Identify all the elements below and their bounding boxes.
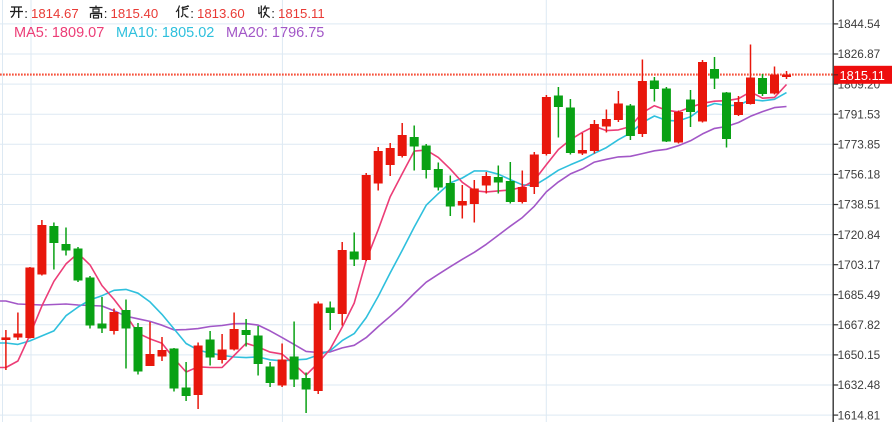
- svg-text:1650.15: 1650.15: [838, 348, 881, 362]
- svg-text:1614.81: 1614.81: [838, 408, 881, 422]
- svg-text:1773.85: 1773.85: [838, 138, 881, 152]
- svg-text:1815.11: 1815.11: [840, 68, 885, 83]
- svg-text::: :: [104, 6, 108, 21]
- svg-text:1632.48: 1632.48: [838, 378, 881, 392]
- svg-text:1720.84: 1720.84: [838, 228, 881, 242]
- svg-text:MA20: 1796.75: MA20: 1796.75: [226, 25, 324, 41]
- svg-text:1756.18: 1756.18: [838, 168, 881, 182]
- svg-text:1667.82: 1667.82: [838, 318, 881, 332]
- svg-text::: :: [271, 6, 275, 21]
- svg-text:MA10: 1805.02: MA10: 1805.02: [116, 25, 214, 41]
- svg-text:1815.40: 1815.40: [111, 6, 159, 21]
- svg-text::: :: [24, 6, 28, 21]
- svg-text:MA5: 1809.07: MA5: 1809.07: [14, 25, 104, 41]
- svg-text:1703.17: 1703.17: [838, 258, 881, 272]
- svg-text::: :: [190, 6, 194, 21]
- svg-text:1814.67: 1814.67: [31, 6, 79, 21]
- svg-text:1826.87: 1826.87: [838, 47, 881, 61]
- svg-text:1791.53: 1791.53: [838, 107, 881, 121]
- svg-text:1738.51: 1738.51: [838, 198, 881, 212]
- svg-text:1815.11: 1815.11: [278, 6, 325, 21]
- svg-text:1813.60: 1813.60: [197, 6, 245, 21]
- svg-text:1685.49: 1685.49: [838, 288, 881, 302]
- svg-text:1844.54: 1844.54: [838, 17, 881, 31]
